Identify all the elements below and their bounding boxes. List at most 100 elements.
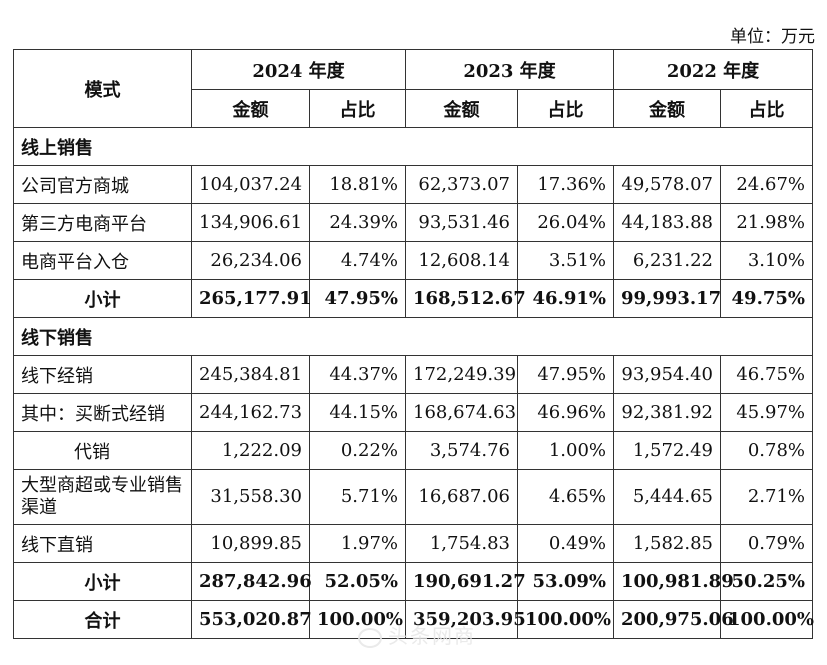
- cell: 3.10%: [720, 241, 813, 280]
- cell: 5,444.65: [613, 469, 721, 525]
- subtotal-row: 小计 265,177.91 47.95% 168,512.67 46.91% 9…: [13, 279, 813, 318]
- cell: 6,231.22: [613, 241, 721, 280]
- watermark-text: 头条网商: [388, 624, 476, 648]
- cell: 359,203.95: [405, 600, 526, 639]
- cell: 50.25%: [720, 562, 813, 601]
- cell: 1,572.49: [613, 431, 721, 470]
- cell: 44.15%: [309, 393, 406, 432]
- cell: 44,183.88: [613, 203, 721, 242]
- cell: 49,578.07: [613, 165, 721, 204]
- cell: 10,899.85: [191, 524, 310, 563]
- cell: 31,558.30: [191, 469, 310, 525]
- cell: 26,234.06: [191, 241, 310, 280]
- cell: 46.91%: [517, 279, 614, 318]
- header-ratio: 占比: [517, 89, 614, 128]
- section-offline-title: 线下销售: [13, 317, 813, 356]
- cell: 4.74%: [309, 241, 406, 280]
- cell: 104,037.24: [191, 165, 310, 204]
- cell: 5.71%: [309, 469, 406, 525]
- cell: 99,993.17: [613, 279, 721, 318]
- table-row: 公司官方商城 104,037.24 18.81% 62,373.07 17.36…: [13, 165, 813, 204]
- header-amount: 金额: [613, 89, 721, 128]
- table-row: 线下直销 10,899.85 1.97% 1,754.83 0.49% 1,58…: [13, 524, 813, 563]
- header-year-2022: 2022 年度: [613, 49, 813, 90]
- cell: 172,249.39: [405, 355, 518, 394]
- cell: 553,020.87: [191, 600, 312, 639]
- cell: 17.36%: [517, 165, 614, 204]
- header-amount: 金额: [405, 89, 518, 128]
- cell: 12,608.14: [405, 241, 518, 280]
- cell: 62,373.07: [405, 165, 518, 204]
- cell: 44.37%: [309, 355, 406, 394]
- cell: 3,574.76: [405, 431, 518, 470]
- header-year-2024: 2024 年度: [191, 49, 406, 90]
- cell: 1.97%: [309, 524, 406, 563]
- table-row: 其中：买断式经销 244,162.73 44.15% 168,674.63 46…: [13, 393, 813, 432]
- row-label: 线下经销: [13, 355, 192, 394]
- cell: 93,954.40: [613, 355, 721, 394]
- watermark: 头条网商: [358, 620, 476, 649]
- cell: 52.05%: [309, 562, 406, 601]
- row-label: 小计: [13, 279, 192, 318]
- cell: 3.51%: [517, 241, 614, 280]
- header-mode: 模式: [13, 49, 192, 128]
- cell: 53.09%: [517, 562, 614, 601]
- cell: 0.49%: [517, 524, 614, 563]
- cell: 16,687.06: [405, 469, 518, 525]
- cell: 200,975.06: [613, 600, 734, 639]
- cell: 24.39%: [309, 203, 406, 242]
- cell: 190,691.27: [405, 562, 526, 601]
- section-online-title: 线上销售: [13, 127, 813, 166]
- cell: 245,384.81: [191, 355, 310, 394]
- header-ratio: 占比: [720, 89, 813, 128]
- row-label: 第三方电商平台: [13, 203, 192, 242]
- table-row: 代销 1,222.09 0.22% 3,574.76 1.00% 1,572.4…: [13, 431, 813, 470]
- table-row: 第三方电商平台 134,906.61 24.39% 93,531.46 26.0…: [13, 203, 813, 242]
- cell: 244,162.73: [191, 393, 310, 432]
- cell: 47.95%: [309, 279, 406, 318]
- cell: 49.75%: [720, 279, 813, 318]
- cell: 2.71%: [720, 469, 813, 525]
- header-year-2023: 2023 年度: [405, 49, 614, 90]
- table-row: 线下经销 245,384.81 44.37% 172,249.39 47.95%…: [13, 355, 813, 394]
- cell: 0.78%: [720, 431, 813, 470]
- row-label: 大型商超或专业销售渠道: [13, 469, 192, 525]
- sales-mode-table: 模式 2024 年度 2023 年度 2022 年度 金额 占比 金额 占比 金…: [13, 49, 814, 639]
- cell: 46.75%: [720, 355, 813, 394]
- cell: 4.65%: [517, 469, 614, 525]
- unit-label: 单位：万元: [730, 27, 815, 47]
- row-label: 公司官方商城: [13, 165, 192, 204]
- cell: 265,177.91: [191, 279, 312, 318]
- cell: 26.04%: [517, 203, 614, 242]
- cell: 45.97%: [720, 393, 813, 432]
- cell: 168,512.67: [405, 279, 526, 318]
- cell: 0.22%: [309, 431, 406, 470]
- cell: 1.00%: [517, 431, 614, 470]
- subtotal-row: 小计 287,842.96 52.05% 190,691.27 53.09% 1…: [13, 562, 813, 601]
- weibo-logo-icon: [358, 627, 382, 648]
- cell: 100.00%: [517, 600, 614, 639]
- cell: 1,582.85: [613, 524, 721, 563]
- header-amount: 金额: [191, 89, 310, 128]
- row-label: 小计: [13, 562, 192, 601]
- cell: 93,531.46: [405, 203, 518, 242]
- row-label: 电商平台入仓: [13, 241, 192, 280]
- row-label: 合计: [13, 600, 192, 639]
- cell: 100,981.89: [613, 562, 734, 601]
- cell: 21.98%: [720, 203, 813, 242]
- cell: 92,381.92: [613, 393, 721, 432]
- header-ratio: 占比: [309, 89, 406, 128]
- cell: 134,906.61: [191, 203, 310, 242]
- cell: 18.81%: [309, 165, 406, 204]
- row-label: 线下直销: [13, 524, 192, 563]
- cell: 24.67%: [720, 165, 813, 204]
- cell: 0.79%: [720, 524, 813, 563]
- table-row: 大型商超或专业销售渠道 31,558.30 5.71% 16,687.06 4.…: [13, 469, 813, 525]
- cell: 1,222.09: [191, 431, 310, 470]
- cell: 168,674.63: [405, 393, 518, 432]
- total-row: 合计 553,020.87 100.00% 359,203.95 100.00%…: [13, 600, 814, 639]
- row-label: 代销: [13, 431, 192, 470]
- cell: 1,754.83: [405, 524, 518, 563]
- cell: 100.00%: [720, 600, 814, 639]
- table-row: 电商平台入仓 26,234.06 4.74% 12,608.14 3.51% 6…: [13, 241, 813, 280]
